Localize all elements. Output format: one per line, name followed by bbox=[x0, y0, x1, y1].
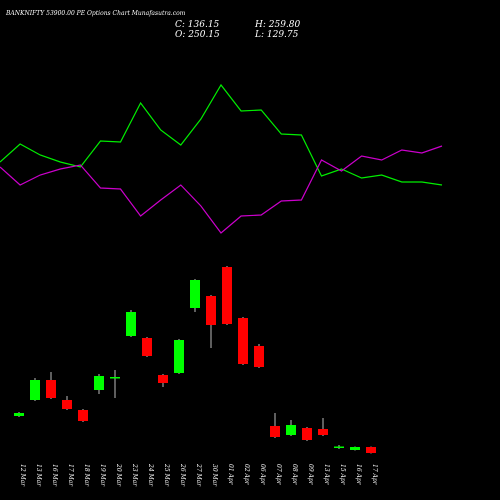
x-tick-label: 19 Mar bbox=[99, 464, 106, 487]
candle-body bbox=[142, 338, 152, 356]
x-tick-label: 13 Apr bbox=[323, 464, 330, 486]
chart-title: BANKNIFTY 53900.00 PE Options Chart Muna… bbox=[5, 10, 186, 17]
candle-body bbox=[334, 446, 344, 448]
x-tick-label: 16 Apr bbox=[355, 464, 362, 486]
candle-body bbox=[302, 428, 312, 440]
candle-body bbox=[206, 296, 216, 325]
x-tick-label: 17 Apr bbox=[371, 464, 378, 486]
x-tick-label: 06 Apr bbox=[259, 464, 266, 486]
candle-body bbox=[190, 280, 200, 308]
x-tick-label: 20 Mar bbox=[115, 463, 122, 487]
candle-body bbox=[254, 346, 264, 367]
x-tick-label: 08 Apr bbox=[291, 464, 298, 486]
x-tick-label: 30 Mar bbox=[211, 464, 218, 487]
candle-body bbox=[238, 318, 248, 364]
x-tick-label: 01 Apr bbox=[227, 464, 234, 486]
candle-body bbox=[30, 380, 40, 400]
x-tick-label: 09 Apr bbox=[307, 464, 314, 486]
candle-body bbox=[350, 447, 360, 450]
candle-body bbox=[318, 429, 328, 435]
x-tick-label: 25 Mar bbox=[163, 463, 170, 487]
candle-body bbox=[46, 380, 56, 398]
x-tick-label: 26 Mar bbox=[179, 463, 186, 487]
high-label: H: 259.80 bbox=[254, 20, 301, 30]
x-tick-label: 16 Mar bbox=[51, 464, 58, 487]
x-tick-label: 15 Apr bbox=[339, 464, 346, 486]
x-tick-label: 12 Mar bbox=[19, 464, 26, 487]
candle-body bbox=[158, 375, 168, 383]
candle-body bbox=[110, 377, 120, 379]
candle-body bbox=[222, 267, 232, 324]
x-tick-label: 02 Apr bbox=[243, 464, 250, 486]
x-tick-label: 18 Mar bbox=[83, 464, 90, 487]
x-tick-label: 23 Mar bbox=[131, 463, 138, 487]
candle-body bbox=[14, 413, 24, 416]
candle-body bbox=[174, 340, 184, 373]
line-series bbox=[0, 145, 443, 234]
candle-body bbox=[366, 447, 376, 453]
x-tick-label: 07 Apr bbox=[275, 464, 282, 486]
candle-body bbox=[78, 410, 88, 421]
low-label: L: 129.75 bbox=[254, 30, 299, 40]
candle-body bbox=[126, 312, 136, 336]
x-tick-label: 13 Mar bbox=[35, 464, 42, 487]
candle-body bbox=[62, 400, 72, 409]
candle-body bbox=[270, 426, 280, 437]
close-label: C: 136.15 bbox=[175, 20, 220, 30]
candle-body bbox=[94, 376, 104, 390]
open-label: O: 250.15 bbox=[175, 30, 220, 40]
x-tick-label: 17 Mar bbox=[67, 464, 74, 487]
x-tick-label: 27 Mar bbox=[195, 463, 202, 487]
line-series bbox=[0, 83, 443, 186]
x-tick-label: 24 Mar bbox=[147, 463, 154, 487]
candle-body bbox=[286, 425, 296, 435]
